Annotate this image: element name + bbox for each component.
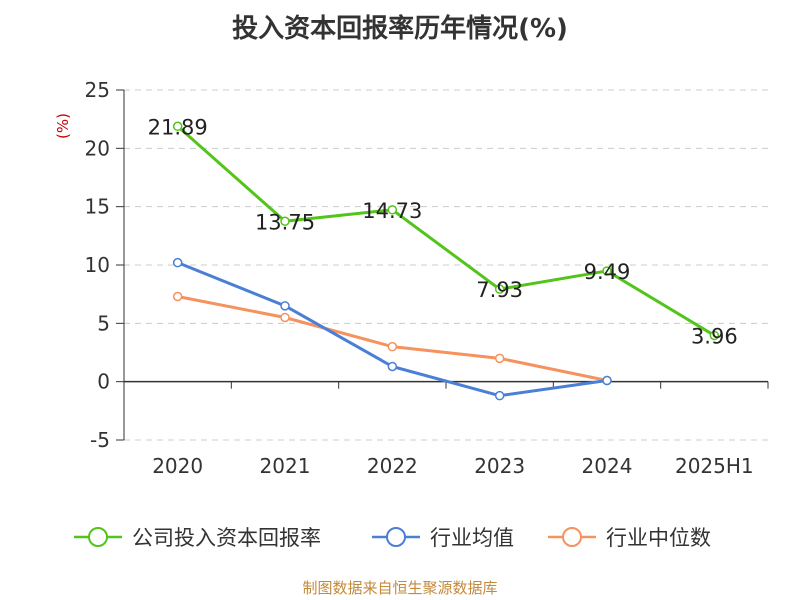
- data-point: [494, 284, 505, 294]
- series-line: [176, 125, 716, 337]
- legend-label: 行业中位数: [606, 526, 711, 550]
- y-tick-label: 15: [85, 195, 110, 219]
- data-point: [387, 341, 398, 352]
- y-tick-label: 0: [97, 370, 110, 394]
- x-tick-label: 2023: [474, 454, 525, 478]
- data-point: [172, 257, 183, 268]
- data-label: 3.96: [691, 324, 738, 348]
- data-point: [280, 312, 290, 323]
- data-point: [280, 301, 290, 311]
- y-unit-label: (%): [54, 113, 72, 139]
- y-tick-label: 5: [97, 311, 110, 335]
- data-point: [280, 216, 290, 226]
- data-point: [494, 353, 505, 364]
- data-point: [494, 390, 505, 401]
- legend-swatch-marker: [562, 527, 582, 547]
- x-tick-label: 2025H1: [675, 454, 754, 478]
- data-point: [709, 330, 720, 341]
- x-tick-label: 2021: [260, 454, 311, 478]
- data-label: 21.89: [148, 115, 208, 139]
- data-point: [602, 266, 612, 276]
- y-tick-label: 20: [85, 136, 110, 160]
- data-point: [172, 291, 183, 302]
- y-tick-label: 10: [85, 253, 110, 277]
- legend-label: 公司投入资本回报率: [132, 526, 321, 550]
- data-label: 7.93: [476, 278, 523, 302]
- chart-title: 投入资本回报率历年情况(%): [232, 14, 568, 44]
- x-tick-label: 2024: [582, 454, 633, 478]
- data-point: [387, 205, 398, 215]
- x-tick-label: 2020: [152, 454, 203, 478]
- legend-swatch-marker: [386, 527, 406, 547]
- legend-label: 行业均值: [430, 526, 514, 550]
- data-point: [387, 361, 398, 372]
- legend-swatch-marker: [88, 527, 108, 547]
- data-point: [172, 121, 183, 132]
- data-label: 13.75: [255, 210, 315, 234]
- y-tick-label: -5: [90, 428, 110, 452]
- y-tick-label: 25: [85, 78, 110, 102]
- data-label: 9.49: [584, 260, 631, 284]
- data-label: 14.73: [362, 199, 422, 223]
- x-tick-label: 2022: [367, 454, 418, 478]
- source-footer: 制图数据来自恒生聚源数据库: [302, 579, 498, 597]
- data-point: [602, 375, 612, 386]
